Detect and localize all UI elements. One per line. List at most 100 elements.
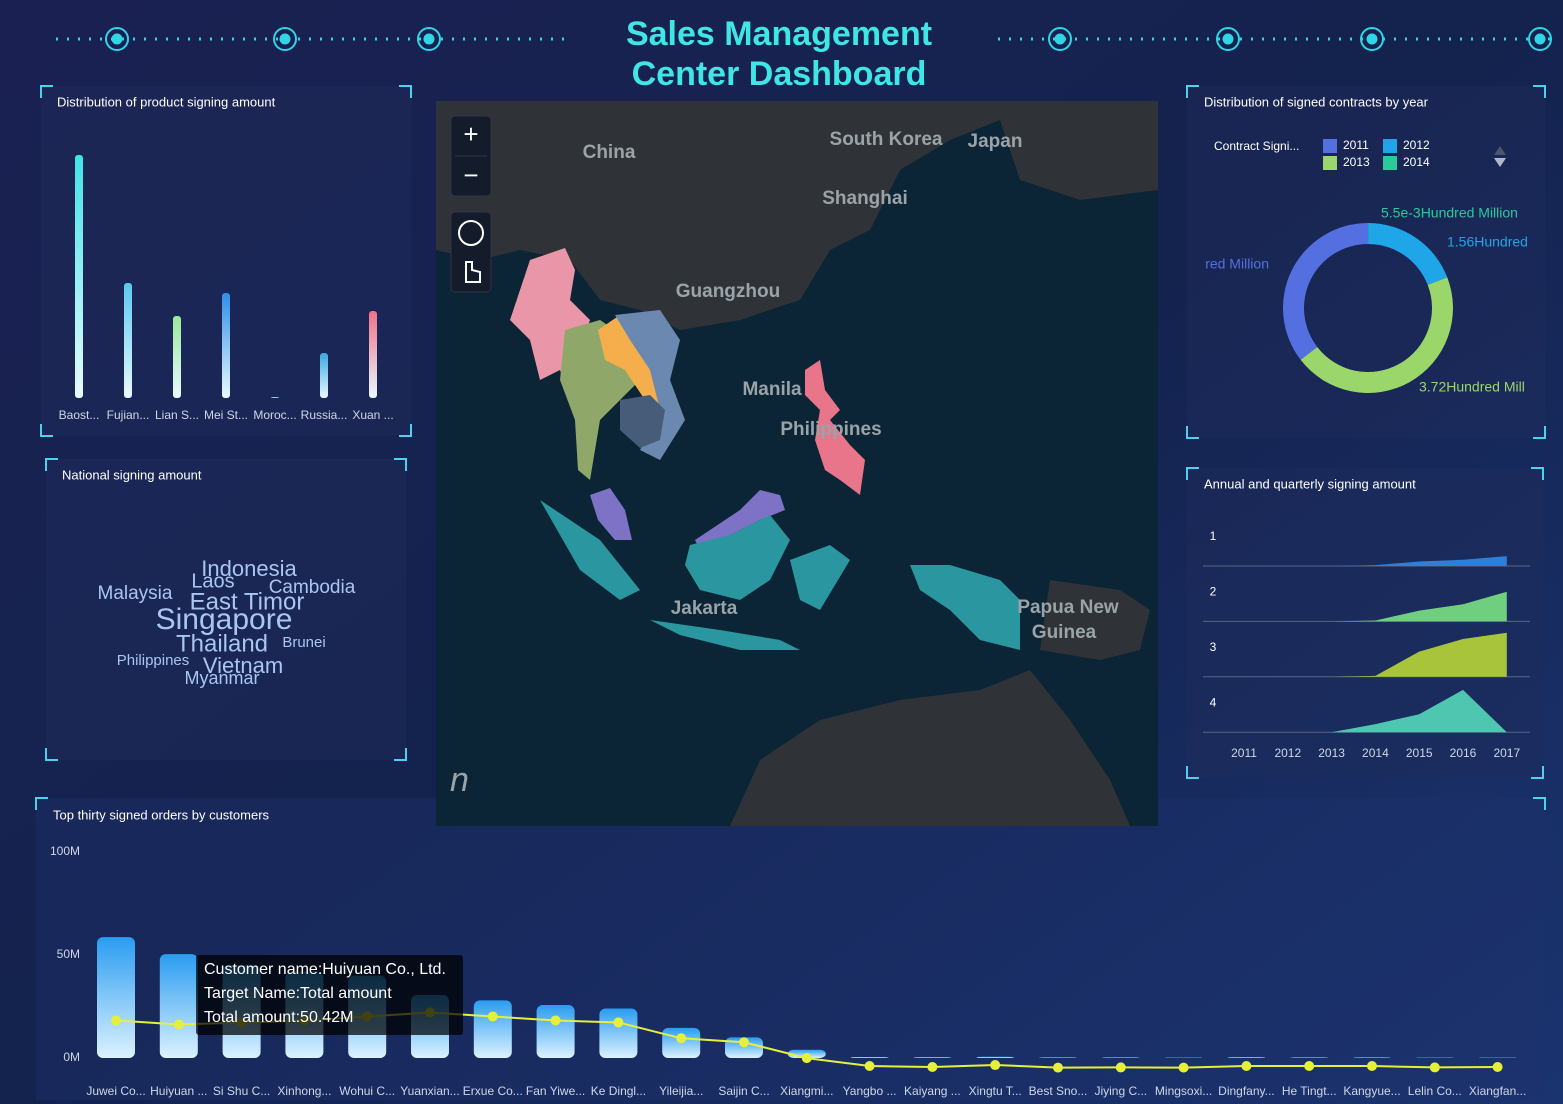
donut-slice [1300, 277, 1453, 393]
dashboard-title: Sales Management Center Dashboard [625, 15, 933, 93]
data-label: 3.72Hundred Mill [1419, 379, 1525, 395]
map-country [805, 360, 865, 495]
line-point [1115, 1062, 1126, 1073]
x-tick-label: Kaiyang ... [904, 1084, 961, 1098]
bar [599, 1008, 638, 1058]
legend-swatch [1383, 139, 1397, 153]
x-tick-label: 2013 [1318, 746, 1345, 760]
map-country [598, 315, 665, 405]
pan-icon[interactable] [465, 261, 481, 283]
donut: 5.5e-3Hundred Million 1.56Hundred 3.72Hund… [1205, 205, 1528, 395]
map-label: Guinea [1032, 622, 1097, 643]
y-tick-label: 0M [63, 1050, 80, 1064]
x-tick-label: Saijin C... [718, 1084, 769, 1098]
bar [1227, 1057, 1266, 1058]
map: n [436, 101, 1158, 826]
bar [976, 1056, 1015, 1058]
legend-arrow-up [1494, 146, 1506, 155]
x-tick-label: Dingfany... [1218, 1084, 1274, 1098]
line-point [801, 1053, 812, 1064]
word: Laos [191, 570, 234, 592]
y-tick-label: 50M [57, 947, 80, 961]
map-label: Japan [968, 131, 1023, 152]
x-tick-label: Xingtu T... [969, 1084, 1022, 1098]
x-tick-label: 2014 [1362, 746, 1389, 760]
word: Singapore [156, 603, 293, 636]
panel-title: Distribution of product signing amount [57, 94, 276, 109]
bar [271, 397, 279, 398]
line-point [1429, 1062, 1440, 1073]
panel-title: Distribution of signed contracts by year [1204, 94, 1429, 109]
tool-box[interactable] [450, 211, 492, 293]
map-country [620, 395, 665, 448]
x-tick-label: Jiying C... [1094, 1084, 1147, 1098]
x-tick-label: Juwei Co... [86, 1084, 145, 1098]
x-tick-label: Xuan ... [352, 408, 393, 422]
legend-swatch [1383, 156, 1397, 170]
word: Indonesia [201, 556, 297, 581]
map-label: Philippines [780, 419, 881, 440]
line-point [1241, 1061, 1252, 1072]
bar [1039, 1057, 1077, 1058]
zoom-in[interactable]: + [463, 119, 478, 149]
line-point [1178, 1062, 1189, 1073]
word: Vietnam [203, 653, 283, 678]
map-label: Jakarta [671, 598, 738, 619]
bar [159, 954, 198, 1058]
rotate-icon[interactable] [458, 220, 484, 246]
x-tick-label: Baost... [59, 408, 100, 422]
x-tick-label: Fujian... [107, 408, 150, 422]
x-tick-label: Huiyuan ... [150, 1084, 207, 1098]
line-point [864, 1061, 875, 1072]
tooltip-line: Total amount:50.42M [204, 1009, 353, 1026]
map-label: Shanghai [822, 188, 908, 209]
x-tick-label: Lian S... [155, 408, 199, 422]
legend-label: 2012 [1403, 138, 1430, 152]
line-point [173, 1019, 184, 1030]
tooltip-line: Target Name:Total amount [204, 985, 392, 1002]
line-point [739, 1037, 749, 1048]
line-point [676, 1033, 687, 1044]
x-tick-label: Moroc... [253, 408, 296, 422]
map-country [540, 500, 1020, 650]
data-label: 5.5e-3Hundred Million [1381, 205, 1518, 221]
area [1244, 591, 1507, 622]
legend-swatch [1323, 139, 1337, 153]
x-tick-label: Yuanxian... [400, 1084, 459, 1098]
bar [536, 1005, 575, 1058]
word: Cambodia [269, 577, 356, 598]
x-tick-label: Yangbo ... [843, 1084, 897, 1098]
panel-corners [35, 85, 1546, 810]
line-point [1492, 1062, 1503, 1073]
x-tick-label: 2011 [1231, 746, 1257, 760]
map-fragment: n [450, 761, 469, 799]
area [1244, 556, 1507, 566]
data-label: 1.56Hundred [1447, 234, 1528, 250]
x-tick-label: Wohui C... [339, 1084, 395, 1098]
bar [1101, 1057, 1140, 1058]
header-decoration [56, 27, 1552, 51]
legend-label: 2014 [1403, 155, 1430, 169]
word: Brunei [282, 634, 325, 651]
row-label: 3 [1210, 640, 1217, 654]
tooltip-line: Customer name:Huiyuan Co., Ltd. [204, 961, 446, 978]
bar [173, 316, 181, 398]
map-label: Papua New [1017, 597, 1119, 618]
panel-title: Top thirty signed orders by customers [53, 807, 270, 822]
word: Myanmar [184, 668, 259, 688]
map-label: South Korea [830, 129, 943, 150]
panel-title: National signing amount [62, 467, 202, 482]
bar [320, 353, 328, 398]
zoom-out[interactable]: − [463, 160, 478, 190]
map-country [590, 488, 785, 550]
word: East Timor [190, 588, 305, 615]
legend-label: 2013 [1343, 155, 1370, 169]
line-point [1053, 1062, 1063, 1073]
x-tick-label: Yileijia... [659, 1084, 703, 1098]
bar [97, 937, 135, 1058]
row-label: 4 [1210, 695, 1217, 709]
y-tick-label: 100M [50, 844, 80, 858]
x-tick-label: Kangyue... [1343, 1084, 1400, 1098]
x-tick-label: Mingsoxi... [1155, 1084, 1212, 1098]
